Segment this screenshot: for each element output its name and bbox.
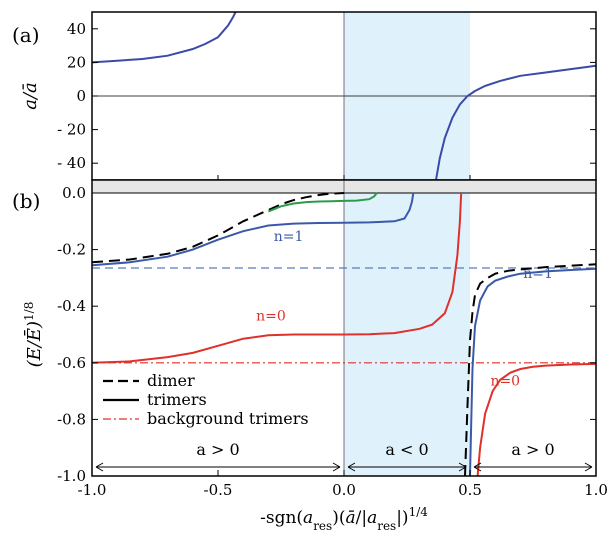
region-label-2: a < 0 (347, 440, 467, 472)
panel-b: 0.0 -0.2 -0.4 -0.6 -0.8 -1.0 -1.0 -0.5 0.0 0.5 1.… (12, 179, 608, 533)
region-arrow-left-head (347, 462, 356, 472)
panel-b-ytick-label: 0.0 (62, 184, 86, 202)
panel-a-ytick-label: - 40 (57, 154, 86, 172)
region-arrow-right-head (584, 462, 593, 472)
panel-a-curve-2 (435, 64, 597, 181)
panel-b-ytick-label: -0.4 (57, 297, 86, 315)
panel-b-y-axis-label: (E/Ē)1/8 (22, 302, 45, 368)
panel-b-curve-n=0-6 (91, 192, 463, 364)
legend-label-3: background trimers (147, 409, 309, 428)
panel-b-xtick-label: 1.0 (584, 481, 608, 499)
panel-b-negative-a-region (344, 180, 470, 476)
curve-annotation-n=0: n=0 (256, 308, 286, 324)
panel-a-y-label-text: a/ā (20, 82, 41, 110)
panel-b-xtick-label: 0.0 (332, 481, 356, 499)
panel-a-series (91, 11, 597, 181)
region-arrow-right-head (458, 462, 467, 472)
panel-b-curve-annotations: n=1 n=0 n=1 n=0 (256, 229, 553, 389)
panel-a-ytick-label: 0 (76, 87, 86, 105)
panel-a-ytick-label: 20 (67, 53, 86, 71)
panel-a-curve-1 (91, 11, 237, 64)
panel-b-y-ticks: 0.0 -0.2 -0.4 -0.6 -0.8 -1.0 (57, 184, 596, 485)
curve-annotation-n=0: n=0 (490, 373, 520, 389)
panel-a-label: (a) (12, 23, 40, 47)
region-label-text: a > 0 (511, 440, 554, 459)
region-arrow-left-head (473, 462, 482, 472)
curve-annotation-n=1: n=1 (523, 266, 553, 282)
panel-b-ytick-label: -0.8 (57, 410, 86, 428)
panel-b-region-labels: a > 0 a < 0 a > 0 (95, 440, 593, 472)
panel-b-xtick-label: -0.5 (204, 481, 233, 499)
curve-annotation-n=1: n=1 (274, 229, 304, 245)
panel-b-ytick-label: -0.2 (57, 241, 86, 259)
legend-label-2: trimers (147, 390, 207, 409)
panel-b-ytick-label: -1.0 (57, 467, 86, 485)
region-label-text: a < 0 (385, 440, 428, 459)
panel-b-curve-n=2-5 (268, 192, 378, 213)
panel-b-series (91, 192, 597, 477)
panel-a-y-ticks: 40 20 0 - 20 - 40 (57, 20, 596, 180)
region-arrow-left-head (95, 462, 104, 472)
panel-b-curve-n=0-7 (476, 362, 597, 477)
panel-b-curve-dimer-1 (91, 192, 345, 264)
panel-b-ytick-label: -0.6 (57, 354, 86, 372)
region-label-text: a > 0 (196, 440, 239, 459)
panel-b-label: (b) (12, 189, 40, 213)
panel-b-curve-dimer-2 (464, 263, 597, 477)
panel-a-ytick-label: - 20 (57, 121, 86, 139)
panel-a-y-axis-label: a/ā (20, 82, 41, 110)
panel-b-x-axis-label: -sgn(ares)(ā/|ares|)1/4 (260, 505, 428, 533)
panel-b-xtick-label: 0.5 (458, 481, 482, 499)
panel-b-curve-n=1-3 (91, 192, 415, 267)
region-label-1: a > 0 (95, 440, 341, 472)
legend-label-1: dimer (147, 371, 195, 390)
panel-b-xtick-label: -1.0 (78, 481, 107, 499)
region-label-3: a > 0 (473, 440, 593, 472)
panel-a-ytick-label: 40 (67, 20, 86, 38)
panel-b-x-ticks: -1.0 -0.5 0.0 0.5 1.0 (78, 470, 608, 499)
panel-b-curve-n=1-4 (469, 267, 597, 477)
region-arrow-right-head (332, 462, 341, 472)
panel-a: 40 20 0 - 20 - 40 a/ā (a) (12, 11, 597, 181)
